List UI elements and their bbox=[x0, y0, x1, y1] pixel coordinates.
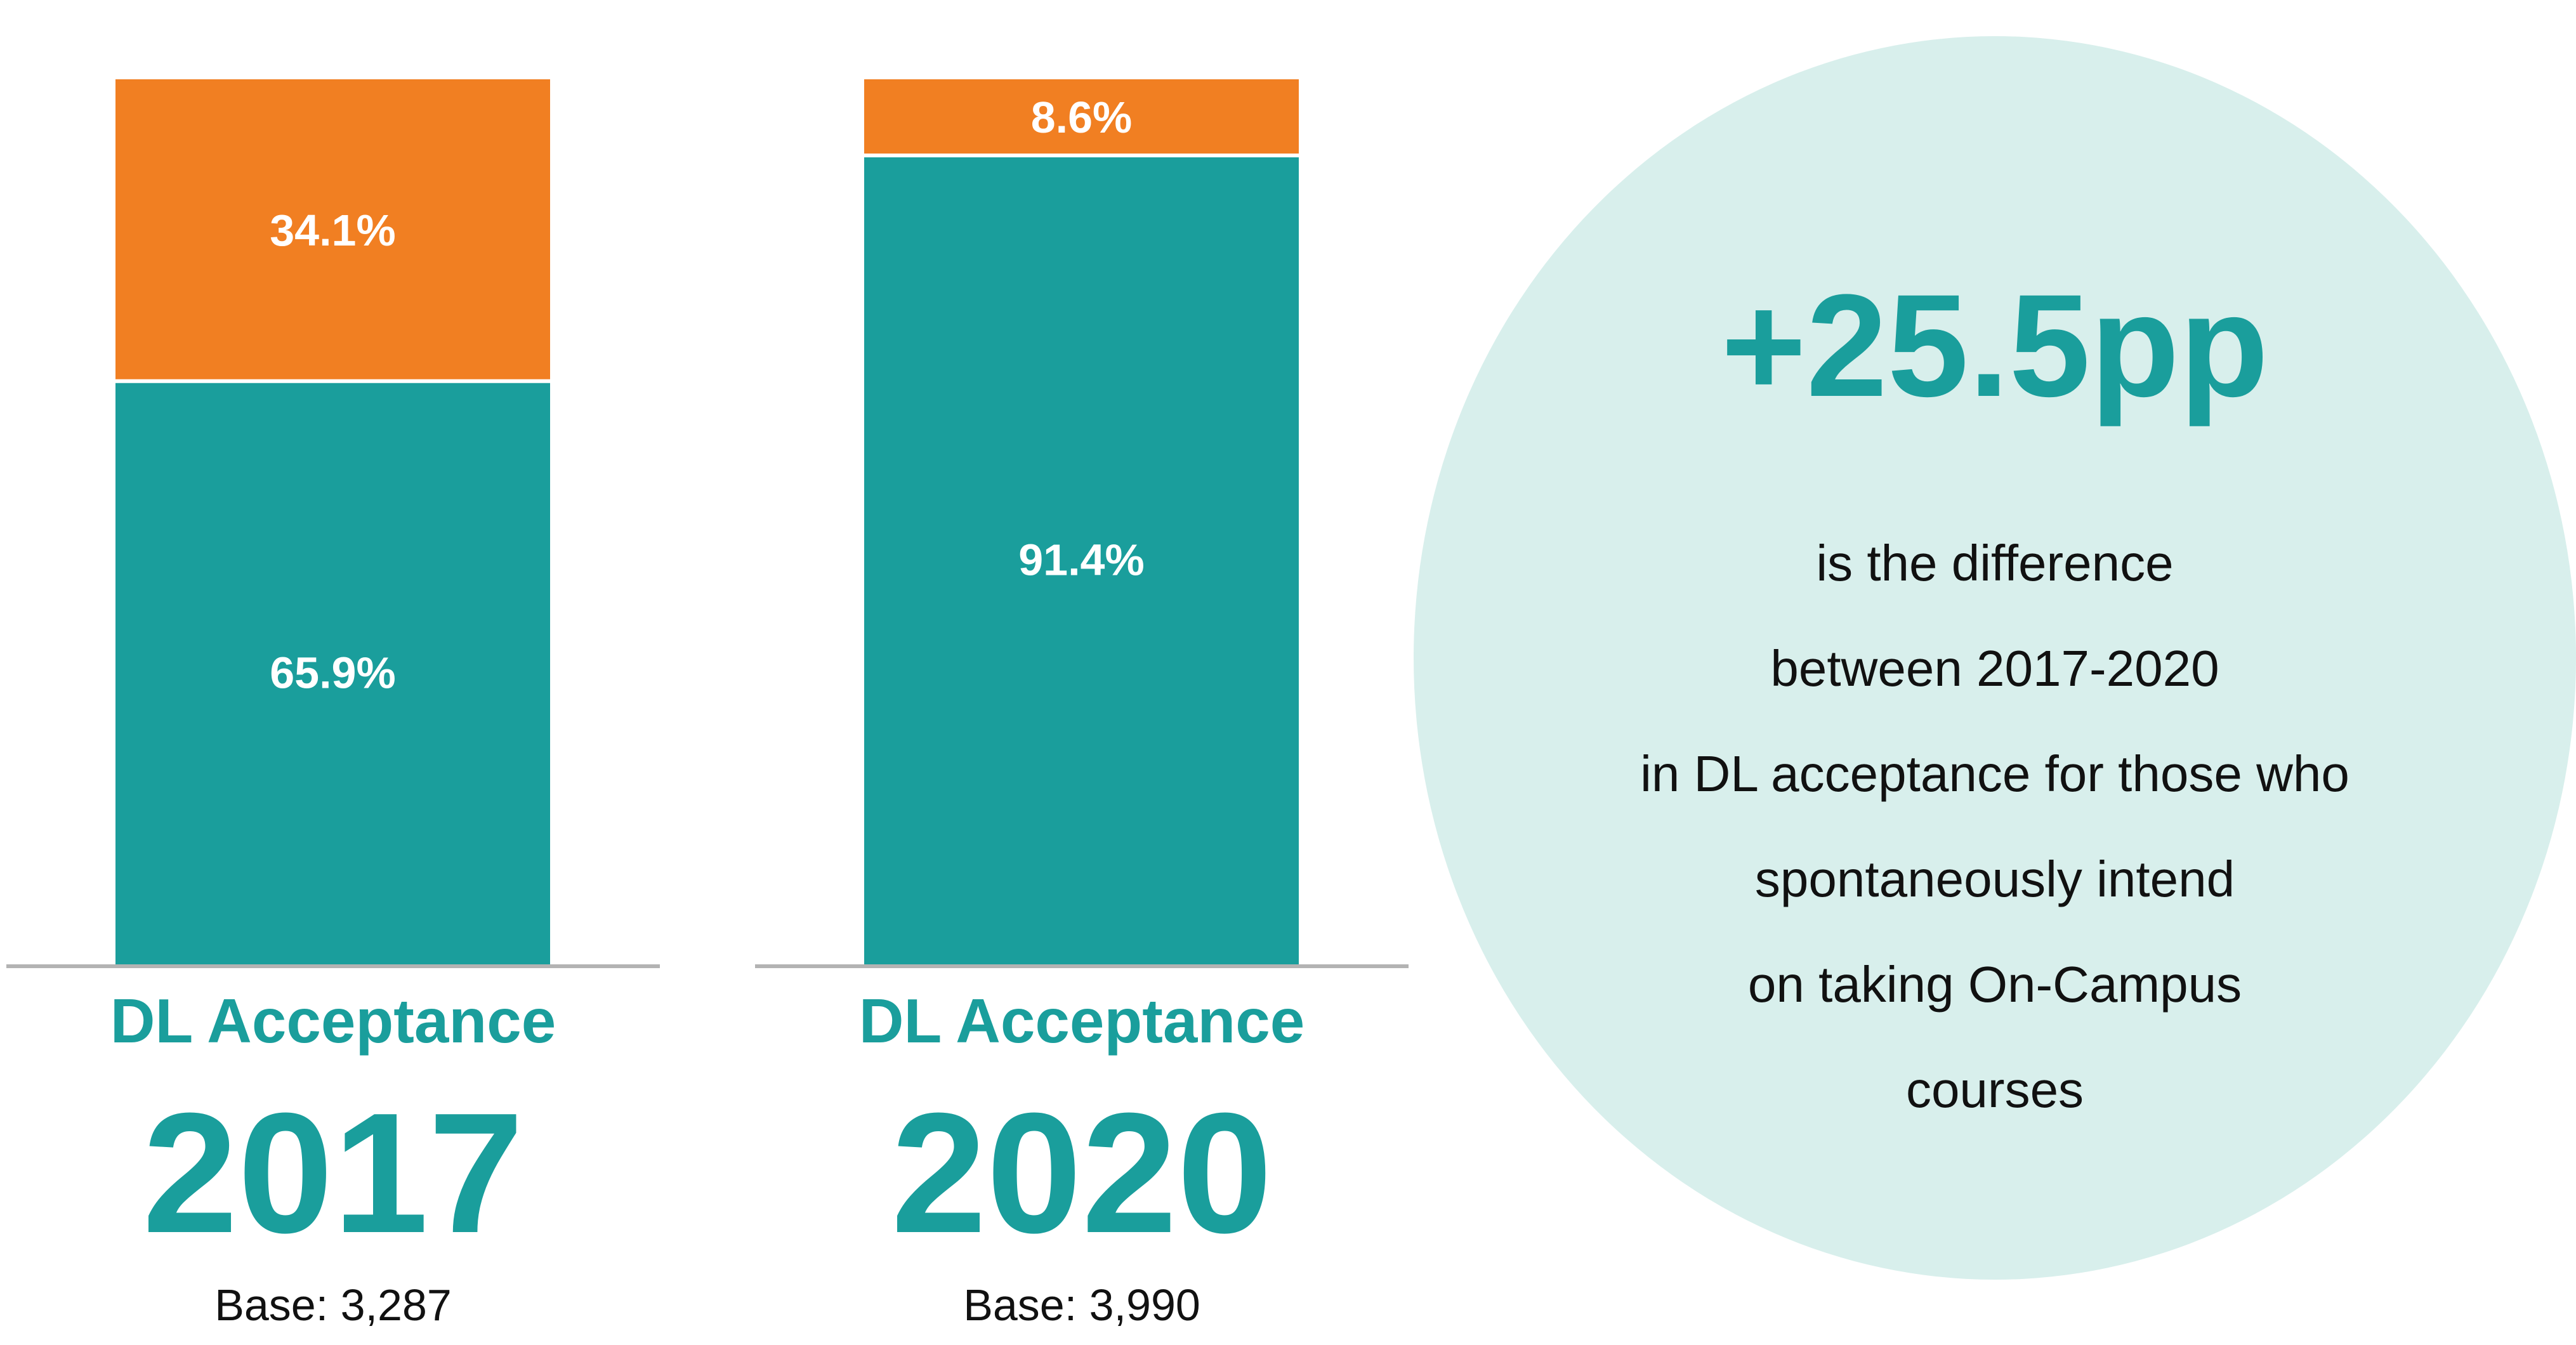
data-label-2017-segment-orange: 34.1% bbox=[270, 206, 395, 255]
bar-2020-segment-teal bbox=[864, 155, 1299, 965]
chart-2020-base: Base: 3,990 bbox=[963, 1280, 1200, 1330]
callout-line: spontaneously intend bbox=[1754, 851, 2235, 907]
data-label-2017-segment-teal: 65.9% bbox=[270, 648, 395, 697]
callout-line: in DL acceptance for those who bbox=[1640, 745, 2349, 802]
callout-line: is the difference bbox=[1816, 535, 2174, 591]
callout-bubble bbox=[1414, 36, 2576, 1280]
bar-2020-segment-orange bbox=[864, 79, 1299, 155]
callout-line: courses bbox=[1905, 1061, 2084, 1118]
callout-line: between 2017-2020 bbox=[1770, 640, 2219, 697]
data-label-2020-segment-teal: 91.4% bbox=[1018, 535, 1144, 584]
chart-2017-year: 2017 bbox=[142, 1078, 524, 1269]
bar-2017-segment-orange bbox=[115, 79, 550, 381]
data-label-2020-segment-orange: 8.6% bbox=[1031, 93, 1133, 142]
chart-2020: 91.4% 8.6% DL Acceptance 2020 Base: 3,990 bbox=[749, 0, 1415, 1345]
chart-2017: 65.9% 34.1% DL Acceptance 2017 Base: 3,28… bbox=[0, 0, 666, 1345]
chart-2020-year: 2020 bbox=[891, 1078, 1273, 1269]
bar-2017-segment-teal bbox=[115, 381, 550, 964]
chart-2020-caption: DL Acceptance bbox=[858, 986, 1305, 1056]
chart-2017-caption: DL Acceptance bbox=[110, 986, 556, 1056]
callout-value: +25.5pp bbox=[1721, 264, 2269, 427]
chart-2020-plot: 91.4% 8.6% bbox=[755, 79, 1409, 968]
chart-2017-base: Base: 3,287 bbox=[214, 1280, 452, 1330]
chart-2017-plot: 65.9% 34.1% bbox=[6, 79, 660, 968]
callout-line: on taking On-Campus bbox=[1747, 956, 2242, 1013]
callout-text: is the difference between 2017-2020 in D… bbox=[1414, 511, 2576, 1143]
